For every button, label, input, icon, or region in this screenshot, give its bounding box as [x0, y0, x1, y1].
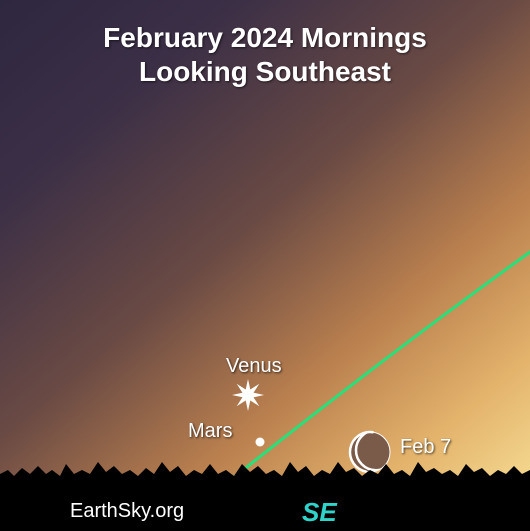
sky-chart: February 2024 Mornings Looking Southeast… [0, 0, 530, 531]
mars-icon [256, 438, 265, 447]
venus-icon [232, 379, 264, 411]
sky-svg [0, 0, 530, 531]
